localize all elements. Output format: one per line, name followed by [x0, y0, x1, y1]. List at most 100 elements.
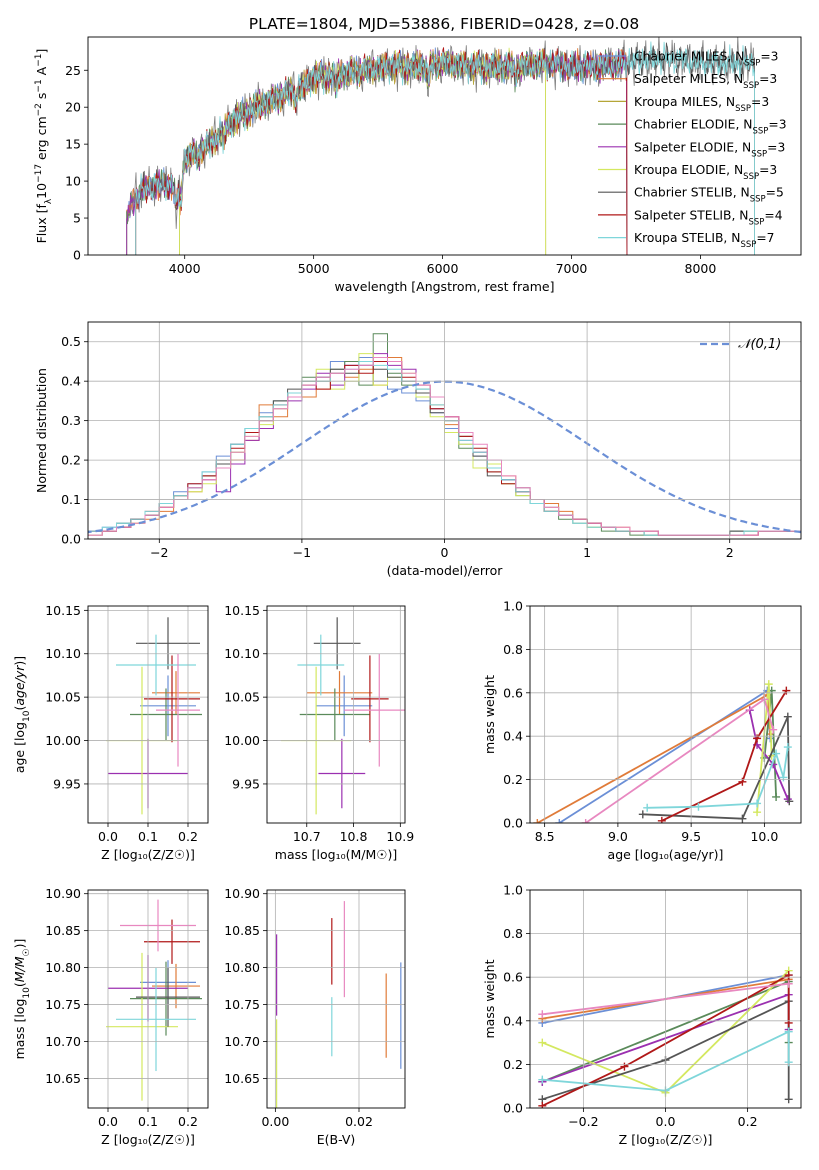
legend: Chabrier MILES, NSSP=3 Salpeter MILES, NS…	[598, 50, 787, 250]
residual-legend: 𝒩(0,1)	[700, 337, 781, 352]
x-tick-label: 0	[441, 545, 449, 560]
axes-frame	[87, 605, 209, 824]
y-tick-label: 0.2	[503, 1057, 523, 1072]
x-tick-label: 10.7	[293, 829, 321, 844]
x-tick-label: 0.0	[98, 1114, 118, 1129]
mass-weight-marker	[779, 773, 788, 782]
mass-weight-marker	[784, 1095, 793, 1104]
mass-weight-marker	[657, 816, 666, 823]
mass-weight-line	[542, 1030, 790, 1092]
x-tick-label: 0.00	[261, 1114, 289, 1129]
mass-weight-marker	[783, 743, 792, 752]
panel-mass_weight_vs_Z: −0.2 0.0 0.2 0.0 0.2 0.4 0.6 0.8 1.0 Z [log₁₀(Z/Z…	[482, 883, 802, 1147]
y-tick-label: 0.4	[503, 1013, 523, 1028]
y-tick-label: 10.75	[45, 997, 81, 1012]
y-tick-label: 0.3	[61, 413, 81, 428]
y-tick-label: 0.5	[61, 334, 81, 349]
error-bar-point	[351, 655, 389, 743]
mass-weight-marker	[538, 1075, 547, 1084]
mass-weight-marker	[533, 819, 542, 823]
x-tick-label: 0.0	[98, 829, 118, 844]
mass-weight-marker	[772, 792, 781, 801]
x-tick-label: 6000	[427, 261, 459, 276]
mass-weight-marker	[753, 808, 762, 817]
mass-weight-marker	[784, 971, 793, 980]
axes-frame	[266, 605, 406, 824]
x-axis-label: Z [log₁₀(Z/Z☉)]	[619, 1132, 713, 1147]
y-tick-label: 10.05	[45, 690, 81, 705]
error-bar-point	[152, 671, 200, 715]
y-tick-label: 0.0	[503, 816, 523, 831]
y-tick-label: 10.10	[45, 646, 81, 661]
error-bar-point	[120, 899, 196, 952]
mass-weight-marker	[555, 819, 564, 823]
axes-frame	[87, 321, 802, 540]
x-tick-label: 7000	[556, 261, 588, 276]
mass-weight-marker	[638, 810, 647, 819]
y-axis-label: mass [log10(M/M☉)]	[12, 939, 32, 1060]
y-axis-label: Normed distribution	[34, 368, 49, 493]
x-axis-label: mass [log₁₀(M/M☉)]	[275, 847, 397, 862]
y-tick-label: 10.90	[45, 886, 81, 901]
y-tick-label: 0.8	[503, 642, 523, 657]
y-tick-label: 0.4	[61, 374, 81, 389]
y-tick-label: 0.6	[503, 970, 523, 985]
legend-label: Salpeter ELODIE, NSSP=3	[634, 140, 785, 159]
error-bar-point	[144, 655, 200, 743]
x-axis-label: Z [log₁₀(Z/Z☉)]	[101, 847, 195, 862]
error-bar-point	[344, 653, 405, 767]
y-tick-label: 10.15	[45, 603, 81, 618]
y-tick-label: 0.8	[503, 926, 523, 941]
x-axis-label: E(B-V)	[317, 1132, 356, 1147]
plot-area-age_vs_Z	[106, 617, 202, 815]
x-tick-label: 0.2	[738, 1114, 758, 1129]
y-tick-label: 10.75	[224, 997, 260, 1012]
panel-age_vs_mass: 10.7 10.8 10.9 9.95 10.00 10.05 10.10 10.15 mass…	[224, 603, 414, 862]
normal-curve	[88, 380, 801, 534]
legend-label: Salpeter STELIB, NSSP=4	[634, 208, 783, 227]
mass-weight-marker	[643, 803, 652, 812]
legend-label: Chabrier MILES, NSSP=3	[634, 50, 778, 69]
y-tick-label: 0	[73, 248, 81, 263]
y-tick-label: 10.85	[45, 923, 81, 938]
mass-weight-marker	[738, 777, 747, 786]
y-tick-label: 10.70	[224, 1034, 260, 1049]
x-tick-label: −1	[293, 545, 311, 560]
error-bar-point	[313, 617, 361, 670]
error-bar-point	[316, 675, 373, 737]
error-bar-point	[156, 653, 200, 767]
panel-mass_vs_Z: 0.0 0.1 0.2 10.65 10.70 10.75 10.80 10.85 10.90 Z…	[12, 886, 209, 1147]
y-axis-label: mass weight	[482, 675, 497, 754]
y-tick-label: 10.05	[224, 690, 260, 705]
plot-area-mass_vs_ebv	[276, 901, 402, 1108]
mass-weight-line	[642, 716, 791, 820]
mass-weight-marker	[694, 802, 703, 811]
y-tick-label: 10.65	[224, 1071, 260, 1086]
panel-age_vs_Z: 0.0 0.1 0.2 9.95 10.00 10.05 10.10 10.15 Z [log₁…	[12, 603, 209, 862]
y-tick-label: 5	[73, 211, 81, 226]
y-tick-label: 25	[65, 63, 81, 78]
plot-area-mass_weight_vs_age	[533, 680, 794, 823]
legend-label: Kroupa MILES, NSSP=3	[634, 95, 769, 114]
y-tick-label: 10.00	[45, 733, 81, 748]
mass-weight-marker	[769, 725, 778, 734]
x-tick-label: 9.0	[608, 829, 628, 844]
y-tick-label: 10.80	[45, 960, 81, 975]
error-bar-point	[130, 688, 202, 741]
model-spectrum-line	[135, 41, 755, 255]
x-tick-label: 0.0	[656, 1114, 676, 1129]
legend-label: Kroupa STELIB, NSSP=7	[634, 231, 775, 250]
x-tick-label: 9.5	[681, 829, 701, 844]
error-bar-point	[318, 738, 366, 809]
error-bar-point	[136, 967, 200, 1027]
panel-spectrum: 4000 5000 6000 7000 8000 0 5 10 15 20 25 wavelength…	[34, 36, 802, 294]
mass-weight-marker	[784, 1027, 793, 1036]
y-tick-label: 0.6	[503, 685, 523, 700]
axes-frame	[87, 36, 802, 256]
x-tick-label: 5000	[298, 261, 330, 276]
mass-weight-marker	[753, 734, 762, 743]
y-tick-label: 10.15	[224, 603, 260, 618]
x-tick-label: 0.1	[138, 1114, 158, 1129]
y-axis-label: mass weight	[482, 959, 497, 1038]
